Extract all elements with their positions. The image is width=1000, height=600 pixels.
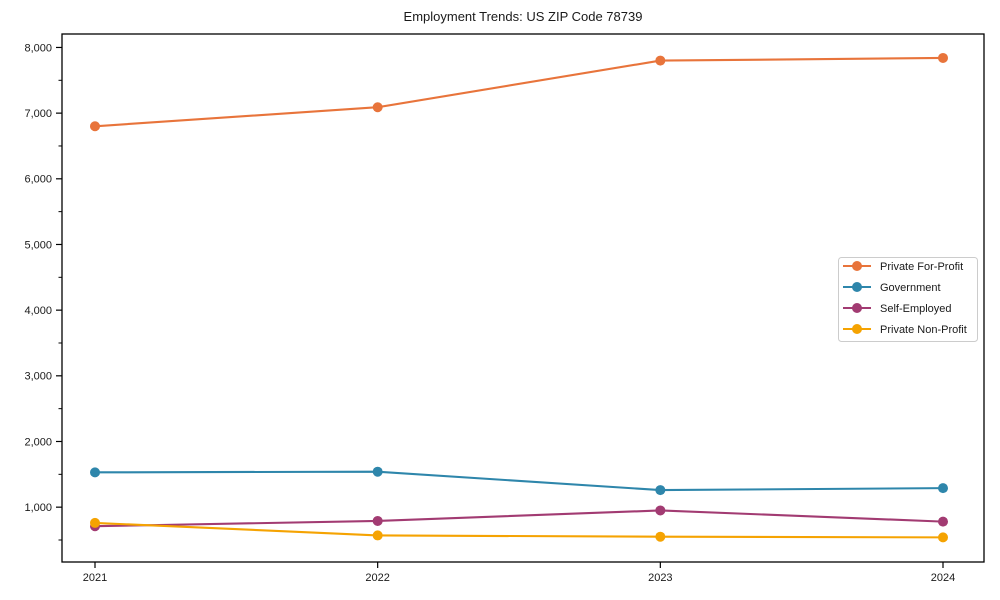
legend-entry-private-non-profit: Private Non-Profit xyxy=(843,324,967,336)
legend-label: Private Non-Profit xyxy=(880,324,967,336)
series-line xyxy=(94,521,944,539)
data-point-marker xyxy=(372,466,383,477)
data-point-marker xyxy=(655,485,666,496)
y-tick-label: 6,000 xyxy=(24,174,52,186)
legend-marker-dot xyxy=(852,261,862,271)
data-point-marker xyxy=(938,532,948,543)
data-point-marker xyxy=(655,531,666,542)
legend-label: Self-Employed xyxy=(880,303,952,315)
chart-title: Employment Trends: US ZIP Code 78739 xyxy=(403,9,643,24)
data-point-marker xyxy=(372,515,383,526)
y-tick-label: 3,000 xyxy=(24,371,52,383)
data-point-marker xyxy=(655,505,666,516)
data-point-marker xyxy=(90,121,100,132)
data-point-marker xyxy=(372,530,383,541)
legend-entry-private-for-profit: Private For-Profit xyxy=(843,261,963,273)
series-government xyxy=(90,466,948,496)
data-point-marker xyxy=(90,517,100,528)
data-point-marker xyxy=(655,55,666,66)
data-point-marker xyxy=(90,467,100,478)
data-point-marker xyxy=(372,102,383,113)
y-tick-label: 2,000 xyxy=(24,436,52,448)
legend-marker-dot xyxy=(852,282,862,292)
y-tick-label: 7,000 xyxy=(24,108,52,120)
y-tick-label: 1,000 xyxy=(24,502,52,514)
data-point-marker xyxy=(938,52,948,63)
x-tick-label: 2023 xyxy=(648,572,672,584)
legend-entry-government: Government xyxy=(843,282,941,294)
series-line xyxy=(94,56,944,128)
y-tick-label: 8,000 xyxy=(24,42,52,54)
series-line xyxy=(94,509,944,528)
y-tick-label: 4,000 xyxy=(24,305,52,317)
legend: Private For-Profit Government Self-Employe… xyxy=(838,257,978,342)
legend-marker-dot xyxy=(852,303,862,313)
legend-entry-self-employed: Self-Employed xyxy=(843,303,952,315)
legend-label: Government xyxy=(880,282,941,294)
data-point-marker xyxy=(938,516,948,527)
plot-frame xyxy=(61,33,985,563)
legend-marker-dot xyxy=(852,324,862,334)
data-point-marker xyxy=(938,483,948,494)
series-private-non-profit xyxy=(90,517,948,543)
y-tick-label: 5,000 xyxy=(24,239,52,251)
series-private-for-profit xyxy=(90,52,948,132)
x-tick-label: 2022 xyxy=(365,572,389,584)
x-tick-label: 2024 xyxy=(931,572,955,584)
series-line xyxy=(94,470,944,492)
legend-box xyxy=(838,257,978,342)
legend-label: Private For-Profit xyxy=(880,261,963,273)
x-tick-label: 2021 xyxy=(83,572,107,584)
